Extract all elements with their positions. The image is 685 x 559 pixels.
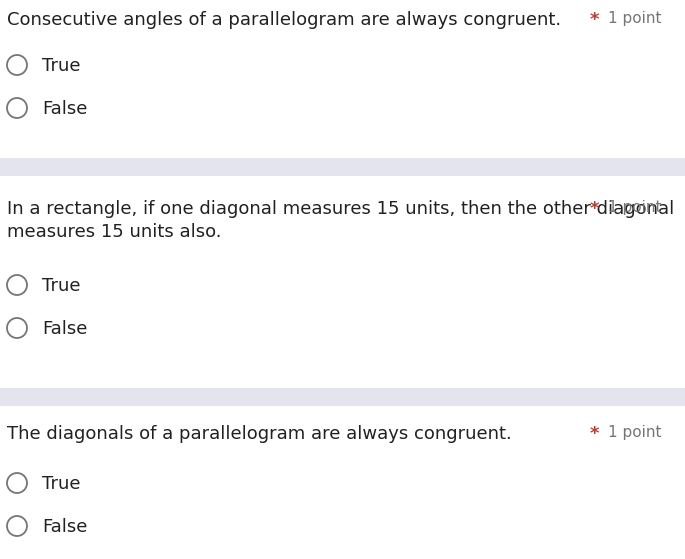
Text: measures 15 units also.: measures 15 units also.	[7, 223, 221, 241]
Text: 1 point: 1 point	[608, 200, 662, 215]
Text: *: *	[590, 11, 599, 29]
Text: 1 point: 1 point	[608, 11, 662, 26]
Text: 1 point: 1 point	[608, 425, 662, 440]
Text: *: *	[590, 200, 599, 218]
Text: Consecutive angles of a parallelogram are always congruent.: Consecutive angles of a parallelogram ar…	[7, 11, 561, 29]
Text: False: False	[42, 320, 88, 338]
Text: False: False	[42, 518, 88, 536]
FancyBboxPatch shape	[0, 388, 685, 406]
FancyBboxPatch shape	[0, 158, 685, 176]
Text: The diagonals of a parallelogram are always congruent.: The diagonals of a parallelogram are alw…	[7, 425, 512, 443]
Text: True: True	[42, 475, 81, 493]
Text: In a rectangle, if one diagonal measures 15 units, then the other diagonal: In a rectangle, if one diagonal measures…	[7, 200, 674, 218]
Text: *: *	[590, 425, 599, 443]
Text: False: False	[42, 100, 88, 118]
Text: True: True	[42, 277, 81, 295]
Text: True: True	[42, 57, 81, 75]
